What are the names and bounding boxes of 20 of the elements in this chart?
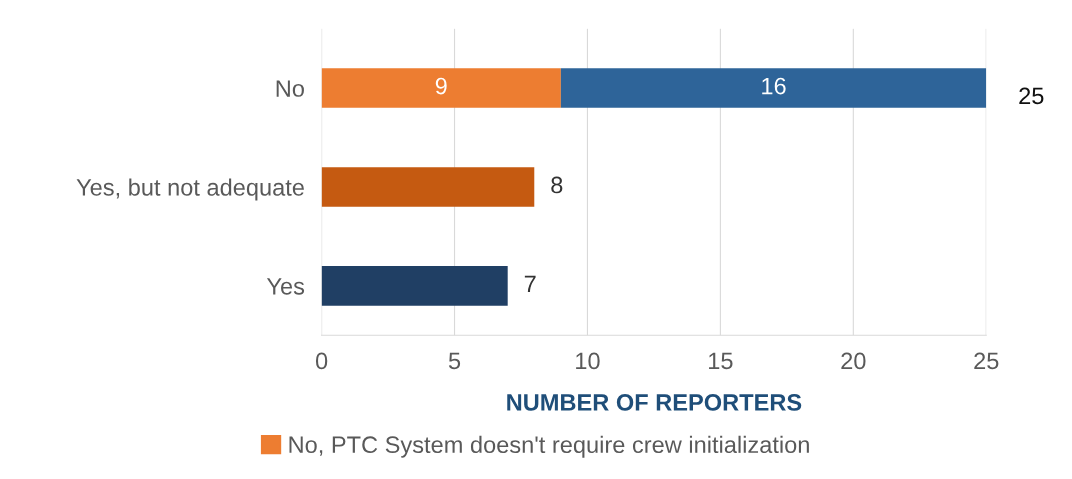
x-axis-title: NUMBER OF REPORTERS (507, 394, 802, 411)
y-tick-label: Yes (266, 278, 305, 295)
bar (560, 68, 987, 108)
bar (321, 68, 561, 108)
legend-label: No, PTC System doesn't require crew initialization (289, 435, 809, 458)
x-tick-label: 0 (315, 352, 328, 370)
bar (321, 167, 535, 207)
data-label: 9 (435, 77, 447, 95)
data-label: 8 (551, 176, 563, 194)
data-label: 7 (524, 275, 536, 292)
x-tick-label: 25 (974, 352, 999, 370)
x-tick-label: 20 (841, 352, 866, 370)
x-tick-label: 5 (448, 352, 461, 370)
data-label: 16 (762, 77, 786, 95)
bar (321, 266, 508, 306)
y-tick-label: Yes, but not adequate (76, 178, 304, 201)
total-label: 25 (1019, 87, 1044, 105)
y-tick-label: No (276, 80, 304, 97)
x-tick-label: 15 (709, 352, 733, 370)
x-tick-label: 10 (576, 352, 600, 370)
